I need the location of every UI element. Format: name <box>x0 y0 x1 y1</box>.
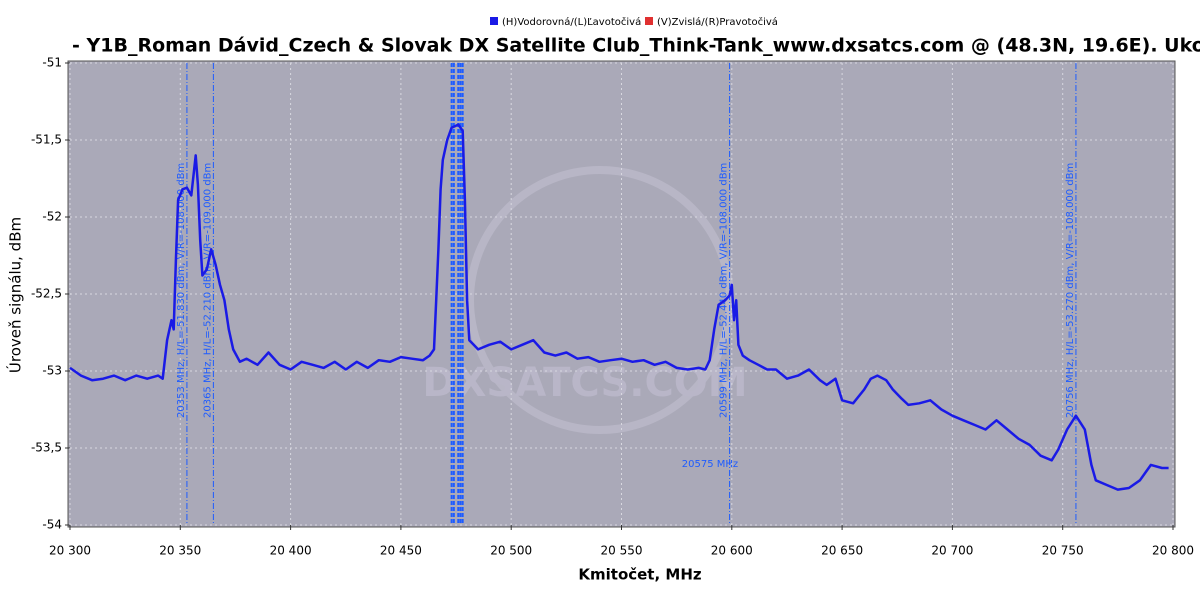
y-tick-label: -54 <box>42 518 62 532</box>
x-tick-label: 20 550 <box>601 544 643 558</box>
y-tick-label: -53 <box>42 364 62 378</box>
x-tick-label: 20 750 <box>1042 544 1084 558</box>
legend-label: (V)Zvislá/(R)Pravotočivá <box>657 16 778 28</box>
annotation: 20575 MHz <box>682 459 738 470</box>
y-tick-label: -53,5 <box>31 441 62 455</box>
y-tick-label: -52 <box>42 210 62 224</box>
legend-swatch <box>645 17 653 25</box>
x-tick-label: 20 400 <box>270 544 312 558</box>
x-tick-label: 20 300 <box>49 544 91 558</box>
x-axis-label: Kmitočet, MHz <box>578 566 702 584</box>
x-tick-label: 20 600 <box>711 544 753 558</box>
y-tick-label: -51 <box>42 56 62 70</box>
signal-line <box>69 123 1169 491</box>
x-tick-label: 20 350 <box>159 544 201 558</box>
x-tick-label: 20 450 <box>380 544 422 558</box>
x-tick-label: 20 700 <box>931 544 973 558</box>
y-axis-label: Úroveň signálu, dBm <box>6 217 25 373</box>
marker-label: 20353 MHz, H/L=-51.830 dBm, V/R=-108.000… <box>176 163 187 418</box>
y-tick-label: -52,5 <box>31 287 62 301</box>
marker-label: 20756 MHz, H/L=-53.270 dBm, V/R=-108.000… <box>1065 163 1076 418</box>
legend-swatch <box>490 17 498 25</box>
legend-label: (H)Vodorovná/(L)Ľavotočivá <box>502 16 641 28</box>
x-tick-label: 20 500 <box>490 544 532 558</box>
marker-label: 20365 MHz, H/L=-52.210 dBm, V/R=-109.000… <box>202 163 213 418</box>
x-tick-label: 20 650 <box>821 544 863 558</box>
x-tick-label: 20 800 <box>1152 544 1194 558</box>
marker-label: 20599 MHz, H/L=-52.440 dBm, V/R=-108.000… <box>719 163 730 418</box>
y-tick-label: -51,5 <box>31 133 62 147</box>
chart-title: - Y1B_Roman Dávid_Czech & Slovak DX Sate… <box>72 35 1200 57</box>
